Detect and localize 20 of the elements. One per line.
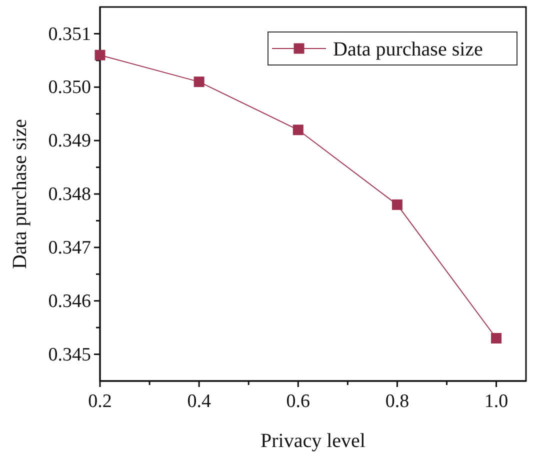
x-tick-label: 0.2	[88, 391, 112, 412]
point	[392, 199, 402, 210]
point	[292, 124, 304, 136]
y-tick-label: 0.347	[48, 238, 91, 259]
y-tick-label: 0.348	[48, 184, 91, 206]
y-tick-label: 0.351	[48, 24, 91, 45]
x-tick-label: 0.8	[385, 391, 410, 412]
point	[194, 76, 204, 88]
legend-label: Data purchase size	[333, 38, 484, 60]
point	[491, 333, 502, 344]
y-tick-label: 0.345	[48, 344, 91, 366]
y-tick-label: 0.349	[48, 130, 91, 152]
y-axis-title: Data purchase size	[9, 118, 31, 269]
point	[94, 50, 106, 60]
y-tick-label: 0.346	[48, 290, 91, 312]
x-tick-label: 0.6	[286, 391, 310, 412]
x-axis-title: Privacy level	[260, 430, 366, 452]
x-tick-label: 0.4	[187, 391, 212, 412]
y-tick-label: 0.350	[48, 77, 91, 98]
x-tick-label: 1.0	[484, 391, 508, 412]
